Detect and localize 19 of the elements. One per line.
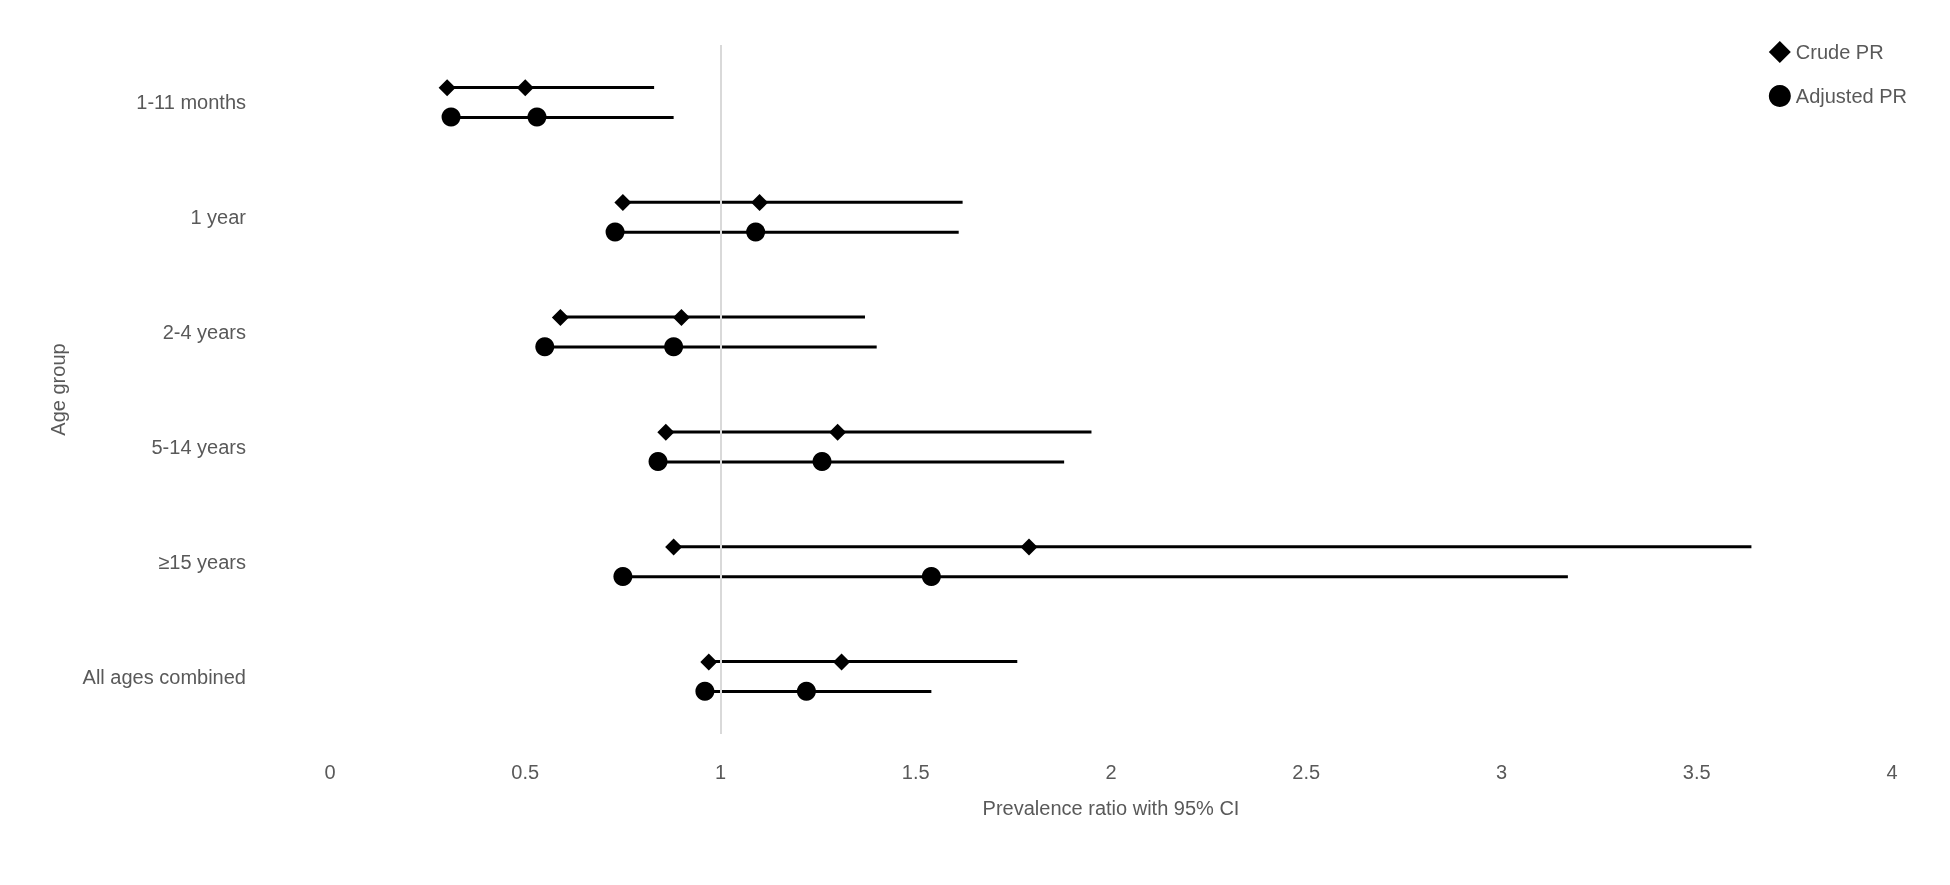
x-tick-label: 3.5 [1682,761,1711,783]
x-tick-label: 1 [714,761,727,783]
x-tick-label: 4 [1886,761,1898,783]
y-tick-label: 2-4 years [162,321,246,344]
y-tick-label: 1 year [190,206,247,229]
x-tick-label: 0.5 [511,761,540,783]
legend-label: Crude PR [1795,41,1884,63]
y-tick-label: All ages combined [82,665,246,688]
x-tick-label: 2 [1105,761,1117,783]
x-axis-title: Prevalence ratio with 95% CI [982,797,1240,819]
x-tick-label: 2.5 [1292,761,1321,783]
y-axis-title: Age group [47,343,69,436]
x-tick-label: 3 [1495,761,1508,783]
x-tick-label: 0 [324,761,336,783]
y-tick-label: 5-14 years [151,435,246,458]
y-tick-label: 1-11 months [136,91,246,114]
y-tick-label: ≥15 years [158,550,246,573]
x-tick-label: 1.5 [901,761,930,783]
legend-label: Adjusted PR [1795,85,1907,107]
